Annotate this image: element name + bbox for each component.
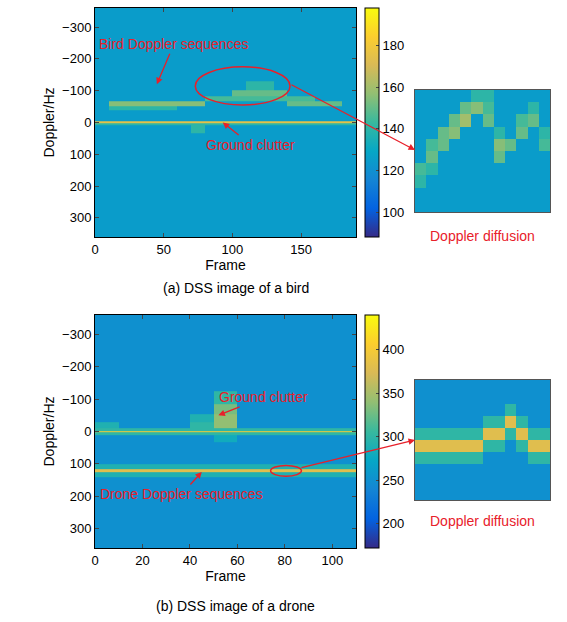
svg-text:300: 300 — [70, 210, 92, 225]
svg-text:Doppler/Hz: Doppler/Hz — [41, 396, 57, 466]
svg-text:200: 200 — [383, 516, 405, 531]
svg-text:100: 100 — [70, 147, 92, 162]
svg-text:200: 200 — [70, 489, 92, 504]
svg-text:40: 40 — [183, 553, 197, 568]
svg-text:−300: −300 — [62, 327, 91, 342]
svg-text:60: 60 — [230, 553, 244, 568]
svg-text:−100: −100 — [62, 392, 91, 407]
svg-text:160: 160 — [383, 80, 405, 95]
svg-text:0: 0 — [84, 424, 91, 439]
svg-text:120: 120 — [383, 163, 405, 178]
svg-text:400: 400 — [383, 342, 405, 357]
svg-text:0: 0 — [91, 553, 98, 568]
svg-text:Doppler diffusion: Doppler diffusion — [430, 513, 535, 529]
svg-text:200: 200 — [70, 179, 92, 194]
svg-text:−200: −200 — [62, 359, 91, 374]
svg-text:100: 100 — [222, 242, 244, 257]
svg-text:(b) DSS image of a drone: (b) DSS image of a drone — [156, 598, 315, 614]
svg-text:80: 80 — [278, 553, 292, 568]
svg-text:Drone Doppler sequences: Drone Doppler sequences — [100, 486, 263, 502]
svg-text:(a) DSS image of a bird: (a) DSS image of a bird — [163, 280, 309, 296]
svg-text:Doppler diffusion: Doppler diffusion — [430, 228, 535, 244]
svg-text:−300: −300 — [62, 20, 91, 35]
svg-text:140: 140 — [383, 121, 405, 136]
svg-text:250: 250 — [383, 473, 405, 488]
svg-text:300: 300 — [70, 521, 92, 536]
svg-text:Ground clutter: Ground clutter — [206, 137, 295, 153]
svg-text:100: 100 — [321, 553, 343, 568]
svg-text:Frame: Frame — [205, 568, 246, 584]
svg-text:−100: −100 — [62, 83, 91, 98]
svg-text:300: 300 — [383, 429, 405, 444]
svg-text:Ground clutter: Ground clutter — [219, 389, 308, 405]
svg-text:−200: −200 — [62, 51, 91, 66]
svg-text:150: 150 — [290, 242, 312, 257]
svg-text:Doppler/Hz: Doppler/Hz — [41, 87, 57, 157]
svg-text:Frame: Frame — [205, 257, 246, 273]
svg-text:180: 180 — [383, 38, 405, 53]
svg-text:0: 0 — [91, 242, 98, 257]
svg-text:0: 0 — [84, 115, 91, 130]
svg-text:20: 20 — [135, 553, 149, 568]
svg-text:100: 100 — [383, 205, 405, 220]
svg-text:Bird Doppler sequences: Bird Doppler sequences — [99, 36, 248, 52]
svg-text:350: 350 — [383, 386, 405, 401]
svg-text:50: 50 — [156, 242, 170, 257]
svg-text:100: 100 — [70, 456, 92, 471]
